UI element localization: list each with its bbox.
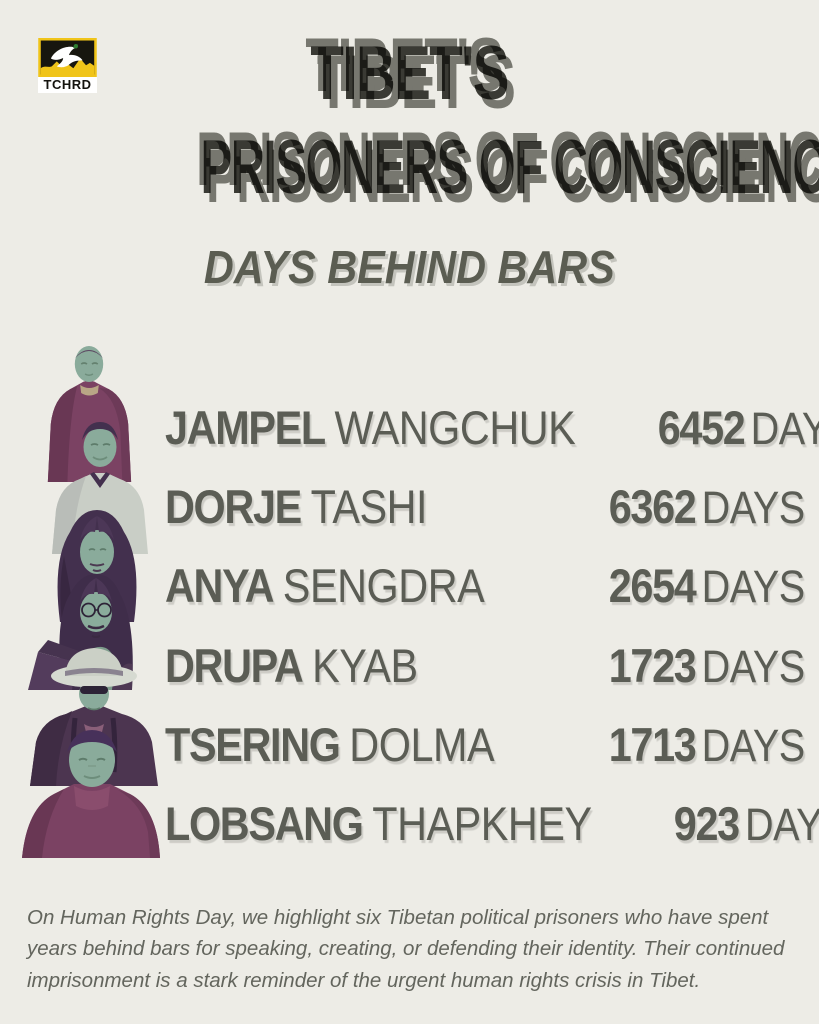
subtitle-text: DAYS BEHIND BARS [204,241,615,293]
first-name: DRUPA [165,638,304,692]
title-line-2: PRISONERS OF CONSCIENCE PRISONERS OF CON… [0,122,819,215]
days-number: 6452 [658,401,746,455]
title1-front: TIBET'S [310,31,510,116]
prisoner-row-dorje-tashi: DORJE TASHI 6362 DAYS [165,467,805,546]
tsering-dolma-hat-portrait-icon [30,648,158,786]
footer-line-1: On Human Rights Day, we highlight six Ti… [27,906,769,929]
prisoner-row-tsering-dolma: TSERING DOLMA 1713 DAYS [165,705,805,784]
prisoner-row-drupa-kyab: DRUPA KYAB 1723 DAYS [165,626,805,705]
days-unit: DAYS [744,799,819,851]
first-name: LOBSANG [165,797,364,851]
days-number: 6362 [608,480,697,534]
last-name: KYAB [312,638,418,692]
days-number: 2654 [608,559,697,613]
prisoner-row-anya-sengdra: ANYA SENGDRA 2654 DAYS [165,546,805,625]
footer-line-3: imprisonment is a stark reminder of the … [27,968,701,992]
prisoner-name: ANYA SENGDRA [165,558,485,613]
days-count: 1713 DAYS [609,717,805,772]
days-number: 1713 [608,717,697,771]
photo-jampel-wangchuk [40,336,138,482]
title-line-1: TIBET'S TIBET'S TIBET'S [0,28,819,121]
days-unit: DAYS [701,482,806,534]
days-number: 1723 [608,638,697,692]
days-number: 923 [673,797,740,851]
photo-lobsang-thapkhey [18,722,164,858]
photo-dorje-tashi [48,414,152,554]
days-count: 2654 DAYS [609,558,805,613]
days-unit: DAYS [750,403,819,455]
prisoner-name: DORJE TASHI [165,479,428,534]
days-unit: DAYS [701,640,806,692]
days-unit: DAYS [701,719,806,771]
dorje-tashi-portrait-icon [52,422,148,554]
last-name: WANGCHUK [334,401,576,455]
anya-sengdra-portrait-icon [57,510,137,622]
tchrd-logo-label: TCHRD [38,77,97,93]
tchrd-logo: TCHRD [38,38,97,93]
prisoner-name: LOBSANG THAPKHEY [165,796,592,851]
photo-tsering-dolma [28,638,160,786]
days-count: 1723 DAYS [609,638,805,693]
footer-line-2: years behind bars for speaking, creating… [27,937,785,961]
first-name: DORJE [165,480,302,534]
last-name: TASHI [310,480,428,534]
days-count: 6362 DAYS [609,479,805,534]
photo-drupa-kyab [24,560,160,690]
title2-echo-back: PRISONERS OF CONSCIENCE [196,117,819,202]
subtitle: DAYS BEHIND BARS [0,244,819,290]
first-name: TSERING [165,717,341,771]
first-name: JAMPEL [165,401,326,455]
prisoner-name: DRUPA KYAB [165,638,418,693]
photo-anya-sengdra [42,496,152,622]
days-unit: DAYS [701,561,806,613]
drupa-kyab-glasses-portrait-icon [28,574,133,690]
title1-echo-back: TIBET'S [305,23,505,108]
title1-echo-offset: TIBET'S [317,40,516,125]
prisoner-name: JAMPEL WANGCHUK [165,400,576,455]
last-name: SENGDRA [282,559,485,613]
footer-caption: On Human Rights Day, we highlight six Ti… [27,902,795,996]
title2-front: PRISONERS OF CONSCIENCE [200,125,819,210]
last-name: DOLMA [349,717,495,771]
days-count: 923DAYS [674,796,819,851]
jampel-wangchuk-monk-portrait-icon [47,346,132,482]
prisoner-name: TSERING DOLMA [165,717,495,772]
title2-echo-offset: PRISONERS OF CONSCIENCE [206,134,819,219]
last-name: THAPKHEY [372,797,592,851]
first-name: ANYA [165,559,274,613]
tchrd-dove-mountain-icon [38,38,97,77]
lobsang-thapkhey-monk-portrait-icon [22,730,160,858]
days-count: 6452DAYS [658,400,819,455]
